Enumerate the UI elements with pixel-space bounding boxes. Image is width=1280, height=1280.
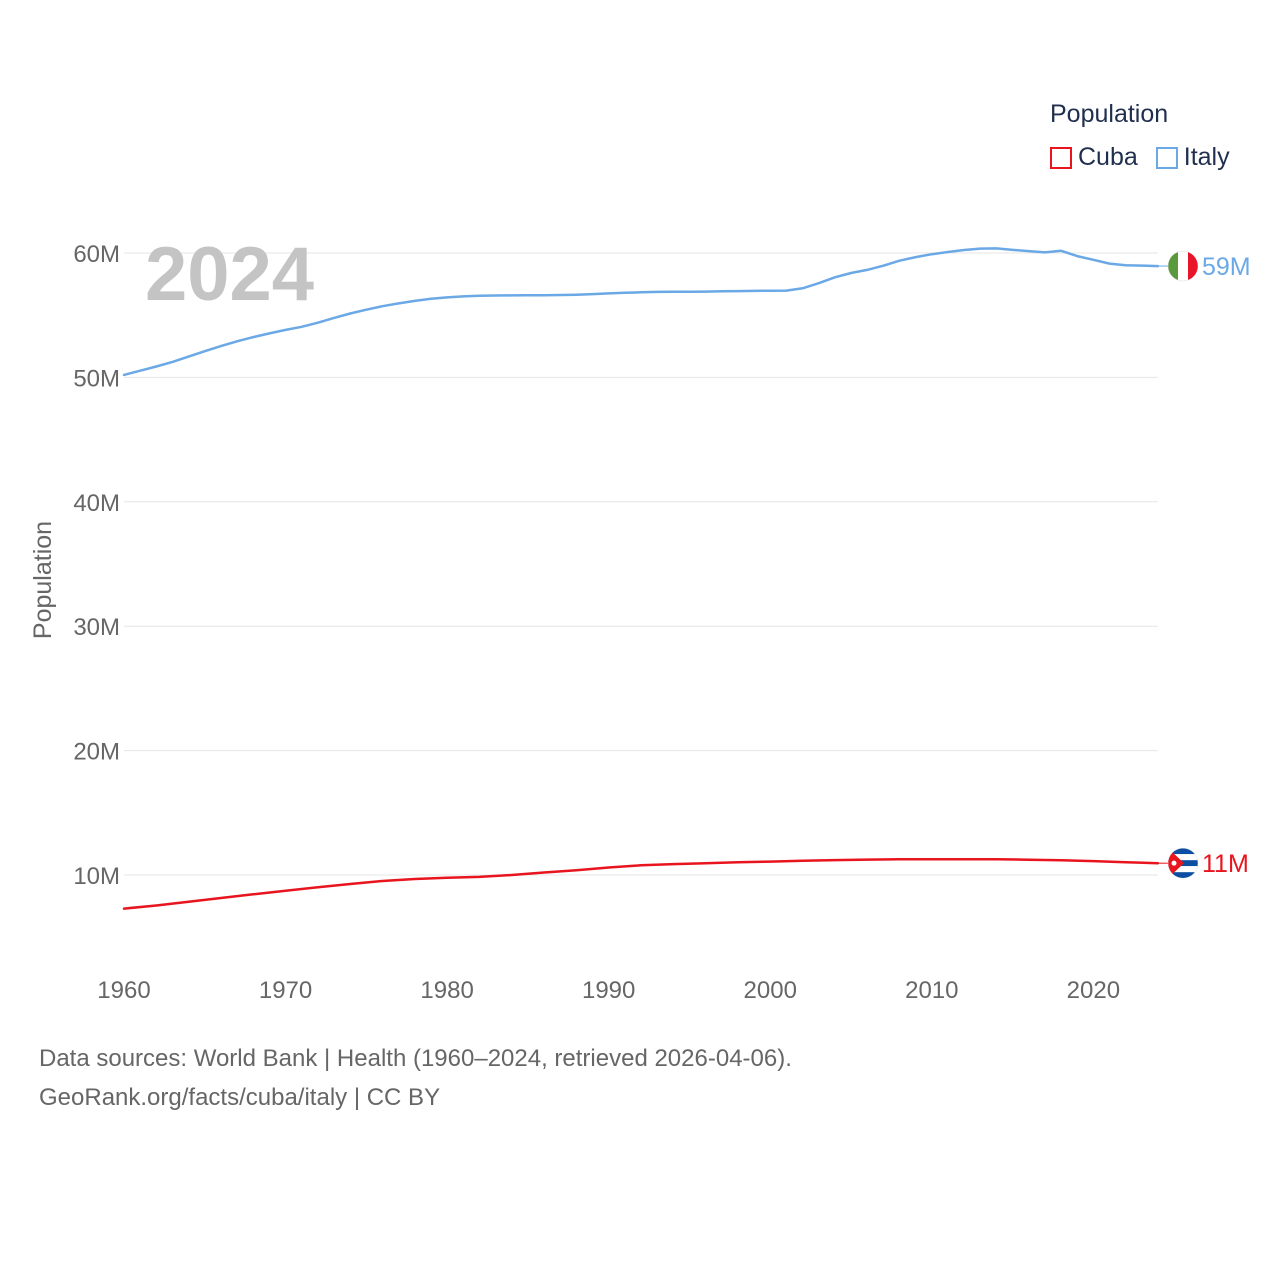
y-tick-label: 20M [73,739,120,766]
x-tick-label: 2000 [744,977,797,1004]
y-tick-label: 60M [73,241,120,268]
x-tick-label: 1960 [97,977,150,1004]
x-axis-ticks: 1960 1970 1980 1990 2000 2010 2020 [97,977,1120,1004]
y-tick-label: 50M [73,365,120,392]
grid-lines [124,252,1158,876]
x-tick-label: 1990 [582,977,635,1004]
y-axis-ticks: 10M 20M 30M 40M 50M 60M [73,241,120,890]
y-tick-label: 10M [73,863,120,890]
legend-title: Population [1050,100,1169,128]
x-tick-label: 2020 [1067,977,1120,1004]
series-line-italy [122,247,1160,377]
x-tick-label: 1980 [420,977,473,1004]
legend: Cuba Italy [1050,143,1248,172]
x-tick-label: 2010 [905,977,958,1004]
x-tick-label: 1970 [259,977,312,1004]
legend-item-italy[interactable]: Italy [1155,143,1230,172]
italy-flag-icon [1167,250,1199,282]
legend-label-italy: Italy [1183,143,1230,171]
y-axis-label: Population [29,521,57,639]
series-line-cuba [122,857,1160,910]
y-tick-label: 40M [73,490,120,517]
series-end-labels: 59M 11M [1158,250,1251,879]
legend-swatch-cuba [1050,146,1072,169]
series-lines [122,247,1160,910]
end-label-italy: 59M [1202,253,1251,281]
legend-swatch-italy [1155,146,1178,169]
cuba-flag-icon [1167,847,1199,879]
y-tick-label: 30M [73,614,120,641]
legend-label-cuba: Cuba [1078,143,1138,171]
legend-item-cuba[interactable]: Cuba [1050,143,1138,172]
data-sources-note: Data sources: World Bank | Health (1960–… [39,1045,792,1072]
credit-link[interactable]: GeoRank.org/facts/cuba/italy | CC BY [39,1084,441,1111]
year-watermark: 2024 [145,232,314,317]
end-label-cuba: 11M [1202,850,1249,878]
